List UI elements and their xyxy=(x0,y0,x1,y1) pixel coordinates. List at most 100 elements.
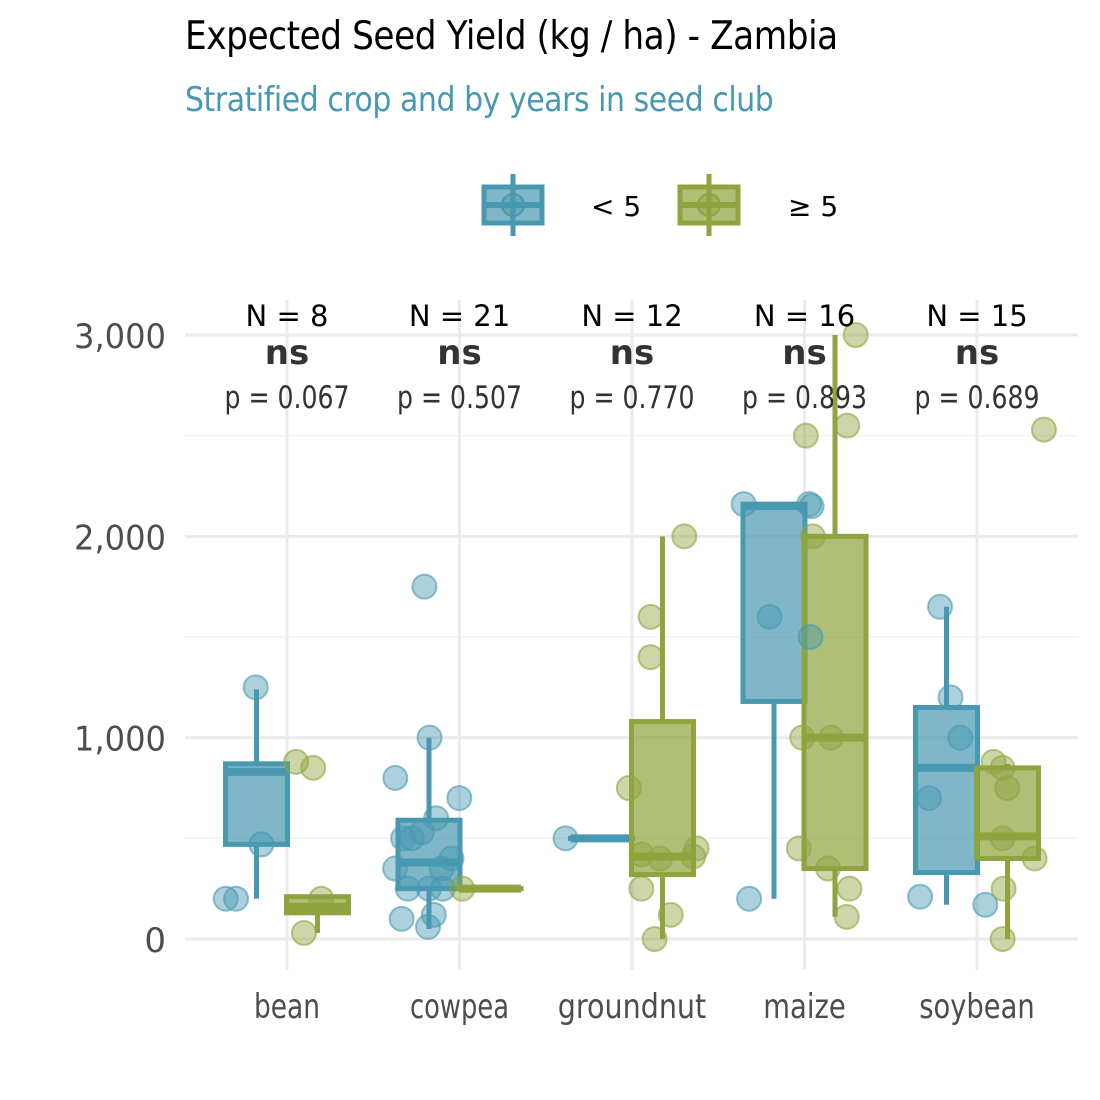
data-point xyxy=(390,825,417,852)
data-point xyxy=(420,901,447,928)
data-point xyxy=(972,891,999,918)
data-point xyxy=(212,885,239,912)
data-point xyxy=(657,901,684,928)
data-point xyxy=(388,905,415,932)
data-point xyxy=(799,523,826,550)
data-point xyxy=(736,885,763,912)
legend-point xyxy=(697,193,721,217)
data-point xyxy=(248,831,275,858)
data-point xyxy=(834,412,861,439)
box-iqr xyxy=(223,761,290,847)
data-point xyxy=(756,603,783,630)
chart-subtitle: Stratified crop and by years in seed clu… xyxy=(185,80,774,120)
data-point xyxy=(416,724,443,751)
x-tick-label: maize xyxy=(763,987,846,1027)
data-point xyxy=(797,624,824,650)
point-layer xyxy=(212,322,1057,952)
box-layer xyxy=(223,335,1041,939)
data-point xyxy=(833,903,860,930)
y-tick-label: 0 xyxy=(144,921,166,961)
y-tick-label: 2,000 xyxy=(74,518,166,558)
data-point xyxy=(680,843,707,870)
legend-point xyxy=(501,193,525,217)
p-value-label: p = 0.893 xyxy=(742,380,867,416)
data-point xyxy=(836,875,863,902)
p-value-label: p = 0.689 xyxy=(915,380,1040,416)
p-value-label: p = 0.067 xyxy=(225,380,350,416)
significance-label: ns xyxy=(955,333,999,373)
x-tick-label: cowpea xyxy=(410,987,509,1027)
data-point xyxy=(382,855,409,882)
significance-label: ns xyxy=(782,333,826,373)
data-point xyxy=(671,523,698,550)
data-point xyxy=(937,684,964,711)
box-groundnut-ge5 xyxy=(629,536,696,939)
box-iqr xyxy=(629,719,696,878)
data-point xyxy=(242,674,269,701)
data-point xyxy=(637,644,664,671)
data-point xyxy=(842,322,869,348)
x-tick-label: soybean xyxy=(919,987,1035,1027)
data-point xyxy=(1021,845,1048,872)
legend-key-ge5 xyxy=(677,174,741,236)
legend: < 5 ≥ 5 xyxy=(481,174,838,236)
data-point xyxy=(223,885,250,912)
data-point xyxy=(411,573,438,600)
data-point xyxy=(814,855,841,882)
chart-title: Expected Seed Yield (kg / ha) - Zambia xyxy=(185,14,838,59)
axis-labels: 0 1,000 2,000 3,000 bean cowpea groundnut maize… xyxy=(74,317,1035,1027)
data-point xyxy=(641,926,668,952)
data-point xyxy=(818,724,845,751)
data-point xyxy=(647,845,674,872)
data-point xyxy=(394,875,421,902)
legend-label: ≥ 5 xyxy=(788,190,838,223)
data-point xyxy=(628,875,655,902)
box-maize-ge5 xyxy=(801,335,869,917)
data-point xyxy=(989,926,1016,952)
y-tick-label: 3,000 xyxy=(74,317,166,357)
significance-label: ns xyxy=(610,333,654,373)
box-soybean-lt5 xyxy=(913,606,980,905)
n-label: N = 8 xyxy=(246,299,329,333)
data-point xyxy=(785,835,812,862)
data-point xyxy=(798,493,825,520)
data-point xyxy=(552,825,579,852)
box-iqr xyxy=(974,765,1041,861)
data-point xyxy=(446,785,473,812)
data-point xyxy=(927,593,954,620)
data-point xyxy=(449,875,476,902)
data-point xyxy=(792,422,819,449)
data-point xyxy=(989,825,1016,852)
data-point xyxy=(428,855,455,882)
data-point xyxy=(615,775,642,801)
box-iqr xyxy=(801,533,869,872)
data-point xyxy=(290,919,317,946)
data-point xyxy=(789,724,816,751)
data-point xyxy=(989,754,1016,781)
data-point xyxy=(1030,416,1057,443)
data-point xyxy=(415,875,442,902)
y-tick-label: 1,000 xyxy=(74,720,166,760)
legend-label: < 5 xyxy=(591,190,641,223)
data-point xyxy=(438,845,465,872)
data-point xyxy=(414,913,441,940)
data-point xyxy=(429,875,456,902)
data-point xyxy=(637,603,664,630)
n-label: N = 15 xyxy=(926,299,1027,333)
x-tick-label: groundnut xyxy=(558,987,707,1027)
box-maize-lt5 xyxy=(740,501,808,899)
p-value-label: p = 0.507 xyxy=(397,380,522,416)
data-point xyxy=(283,748,310,775)
x-tick-label: bean xyxy=(254,987,320,1027)
box-soybean-ge5 xyxy=(974,763,1041,939)
data-point xyxy=(994,775,1021,801)
data-point xyxy=(730,491,757,518)
n-label: N = 12 xyxy=(581,299,682,333)
data-point xyxy=(308,885,335,912)
data-point xyxy=(382,764,409,791)
n-label: N = 16 xyxy=(754,299,855,333)
box-iqr xyxy=(740,501,808,704)
data-point xyxy=(990,875,1017,902)
